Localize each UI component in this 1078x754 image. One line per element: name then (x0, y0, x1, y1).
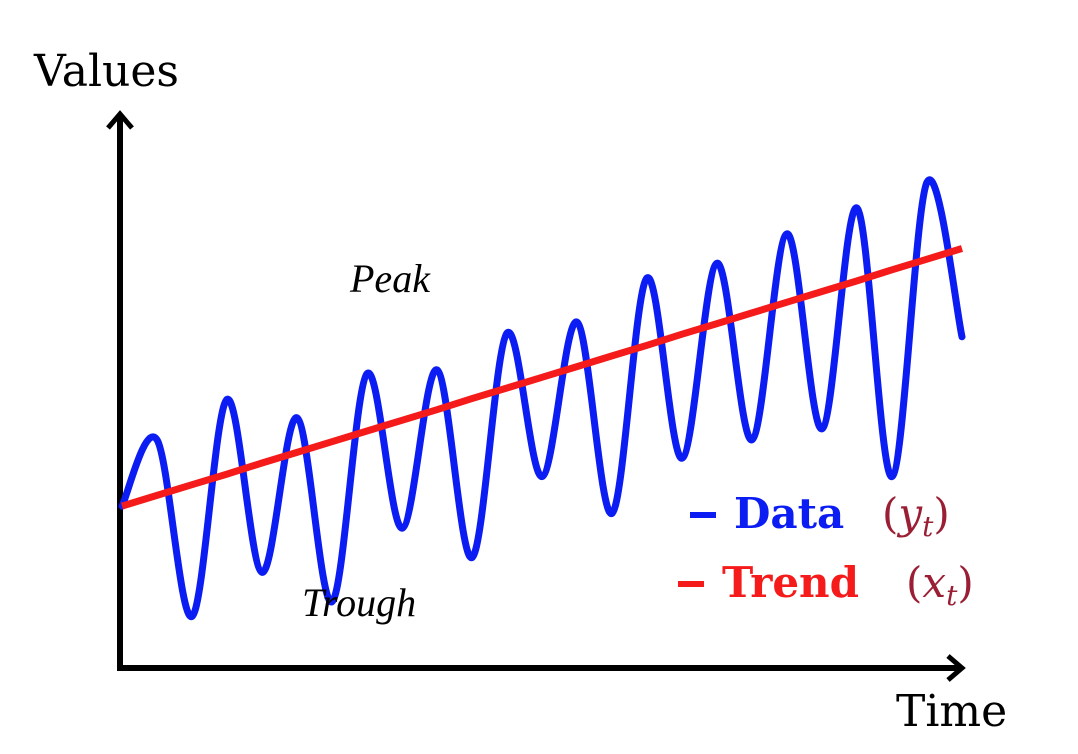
legend: Data (yt) Trend (xt) (678, 489, 974, 612)
legend-symbol-trend: (xt) (906, 558, 974, 612)
series-line-trend (120, 245, 964, 510)
series-line-data (118, 176, 966, 621)
x-axis-title: Time (896, 686, 1007, 737)
legend-entry-trend: Trend (xt) (678, 558, 974, 612)
annotation-trough: Trough (302, 580, 416, 625)
legend-symbol-data: (yt) (882, 489, 950, 543)
legend-label-trend: Trend (722, 558, 859, 607)
x-axis-arrow (946, 654, 966, 682)
series-layer (118, 176, 966, 621)
annotation-peak: Peak (349, 256, 431, 301)
y-axis-title: Values (33, 46, 179, 97)
legend-entry-data: Data (yt) (690, 489, 950, 543)
legend-label-data: Data (734, 489, 844, 538)
y-axis-arrow (106, 110, 134, 130)
